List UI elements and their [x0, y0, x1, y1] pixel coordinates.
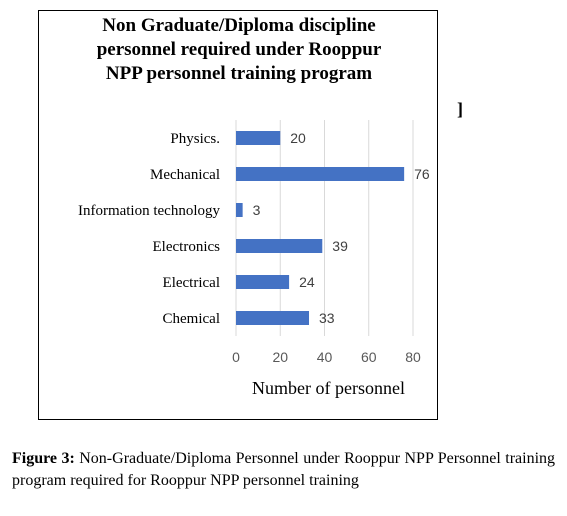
x-tick-label: 20	[272, 349, 288, 365]
caption-label: Figure 3:	[12, 450, 75, 467]
value-label: 24	[299, 274, 315, 290]
category-label: Chemical	[163, 311, 220, 327]
category-label: Electrical	[163, 275, 220, 291]
category-label: Electronics	[153, 239, 221, 255]
chart-frame	[38, 10, 438, 420]
bar	[236, 239, 323, 253]
x-tick-label: 0	[232, 349, 240, 365]
value-labels: 20 76 3 39 24 33	[253, 130, 430, 326]
figure-caption: Figure 3: Non-Graduate/Diploma Personnel…	[12, 448, 555, 492]
bar	[236, 167, 405, 181]
category-label: Information technology	[78, 203, 221, 219]
bar	[236, 203, 243, 217]
value-label: 20	[290, 130, 306, 146]
x-tick-label: 40	[317, 349, 333, 365]
value-label: 76	[414, 166, 430, 182]
x-axis-title: Number of personnel	[252, 378, 405, 398]
stray-bracket-mark: ]	[457, 99, 463, 119]
chart-title: Non Graduate/Diploma discipline personne…	[96, 15, 382, 84]
bar	[236, 275, 290, 289]
category-label: Mechanical	[150, 167, 220, 183]
bars	[236, 131, 405, 325]
x-tick-labels: 0 20 40 60 80	[232, 349, 421, 365]
x-tick-label: 80	[405, 349, 421, 365]
caption-text: Non-Graduate/Diploma Personnel under Roo…	[12, 450, 556, 489]
value-label: 33	[319, 310, 335, 326]
value-label: 39	[332, 238, 348, 254]
x-tick-label: 60	[361, 349, 377, 365]
gridlines	[235, 120, 414, 336]
category-label: Physics.	[170, 131, 220, 147]
value-label: 3	[253, 202, 261, 218]
bar	[236, 311, 310, 325]
category-labels: Physics. Mechanical Information technology…	[78, 131, 221, 327]
bar	[236, 131, 281, 145]
bar-chart: Physics. Mechanical Information technology…	[78, 120, 430, 398]
